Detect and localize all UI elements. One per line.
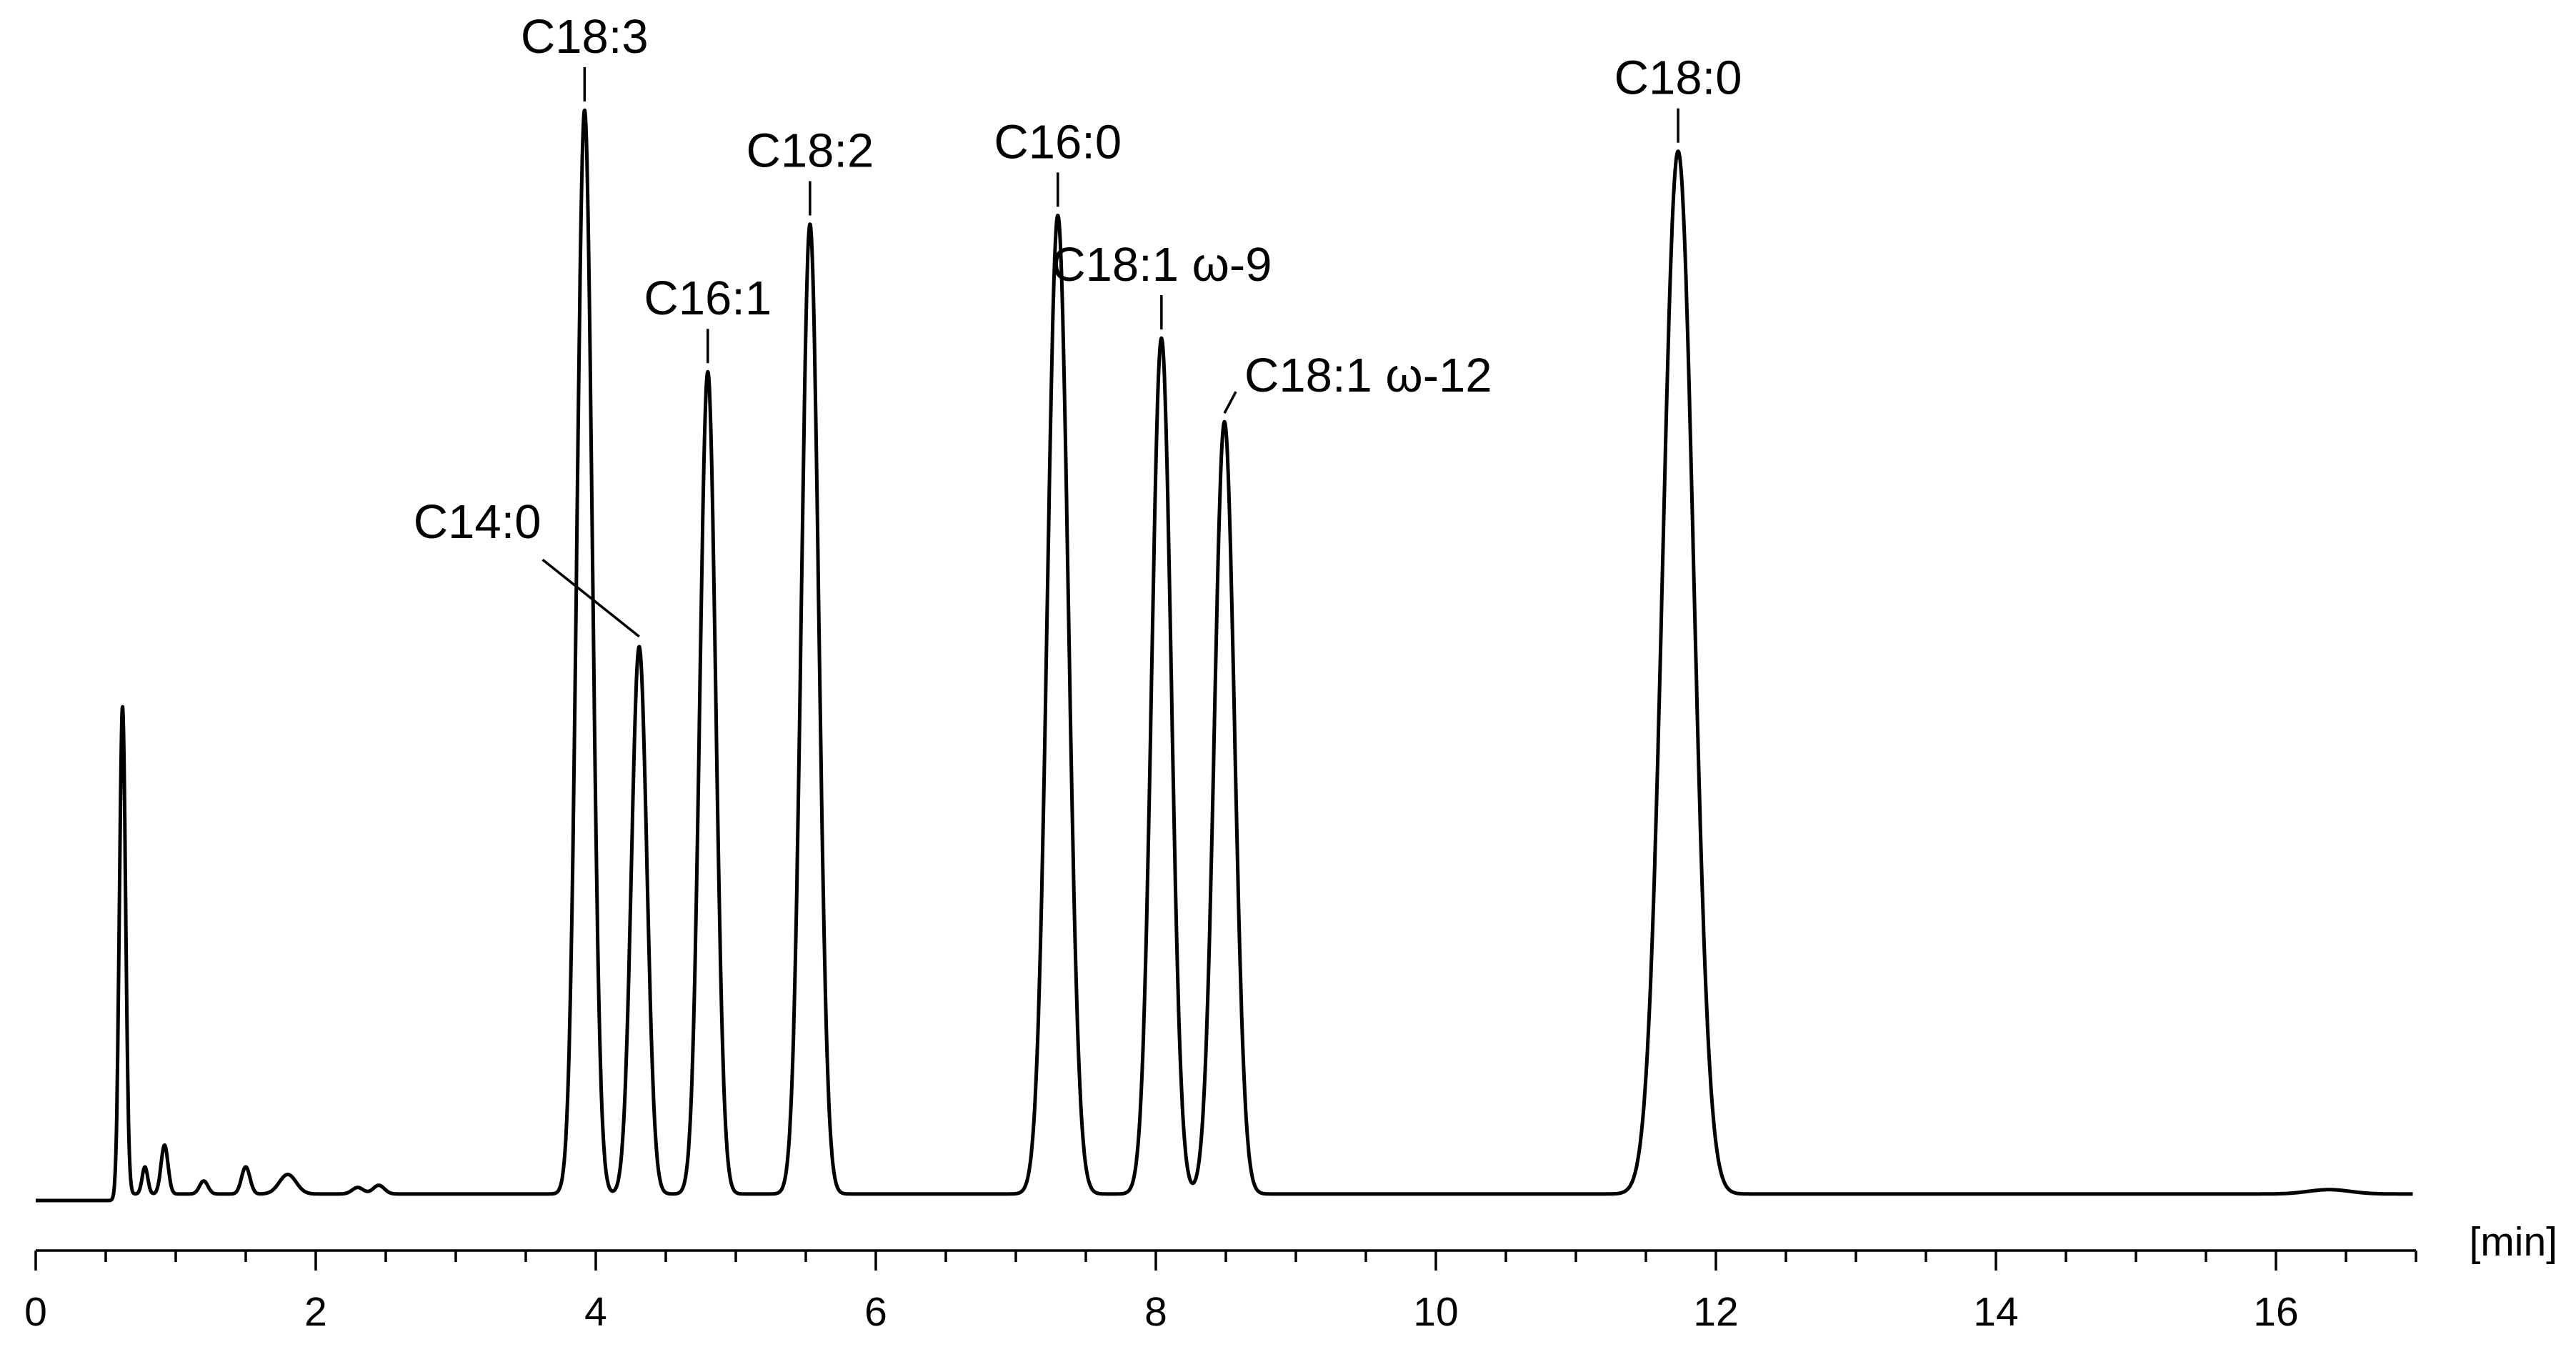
- peak-label: C16:0: [994, 115, 1122, 169]
- peak-label: C18:2: [746, 124, 874, 178]
- x-tick-label: 6: [864, 1289, 887, 1335]
- peak-label: C16:1: [644, 272, 772, 325]
- x-tick-label: 2: [304, 1289, 327, 1335]
- x-tick-label: 4: [584, 1289, 607, 1335]
- peak-label: C18:0: [1614, 51, 1742, 105]
- chromatogram-trace: [34, 108, 2415, 1203]
- x-tick-label: 10: [1413, 1289, 1458, 1335]
- x-tick-label: 0: [24, 1289, 47, 1335]
- peak-label: C18:1 ω-9: [1051, 238, 1272, 292]
- x-tick-label: 12: [1693, 1289, 1738, 1335]
- peak-label: C18:1 ω-12: [1244, 349, 1492, 402]
- peak-labels: C18:3 C14:0 C16:1 C18:2 C16:0 C18:1 ω-9 C18:1 …: [414, 10, 1742, 638]
- x-axis-ticks: 0 2 4 6 8 10 12 14 16: [24, 1251, 2417, 1335]
- peak-label: C14:0: [414, 495, 541, 549]
- peak-leader-line: [1223, 391, 1237, 414]
- x-tick-label: 8: [1144, 1289, 1167, 1335]
- peak-leader-line: [541, 558, 640, 638]
- trace-layer: [34, 108, 2415, 1203]
- x-tick-label: 16: [2253, 1289, 2298, 1335]
- x-tick-label: 14: [1973, 1289, 2018, 1335]
- x-axis-unit-label: [min]: [2469, 1219, 2557, 1265]
- peak-label: C18:3: [521, 10, 649, 64]
